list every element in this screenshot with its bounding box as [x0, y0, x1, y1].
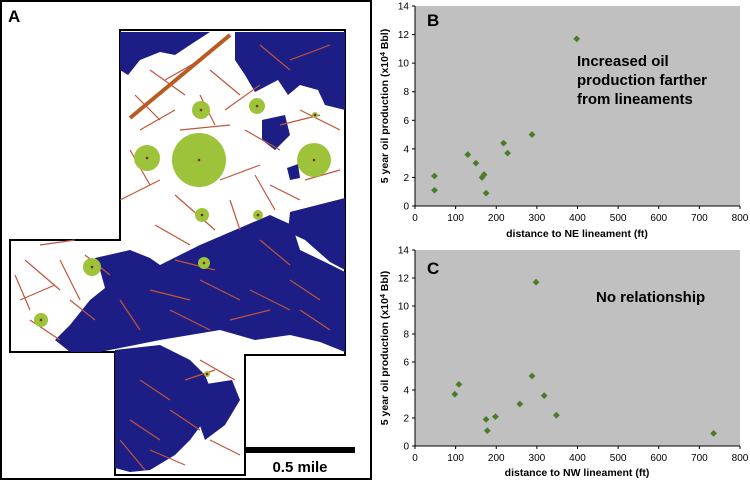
chart-b: 0 2 4 6 8 10 12 14 0 100 200 300 400 500 600 700 800 B …: [377, 0, 750, 244]
x-tick-label: 500: [610, 453, 627, 464]
well-bubbles: [34, 98, 331, 377]
blue-region-south: [115, 345, 215, 472]
well-points: [39, 104, 317, 376]
y-tick-label: 12: [398, 30, 410, 41]
blue-region-southeast: [198, 380, 240, 440]
x-tick-label: 400: [569, 453, 586, 464]
y-tick-label: 6: [403, 116, 409, 127]
chart-c-panel-letter: C: [427, 259, 439, 278]
scale-bar-label: 0.5 mile: [272, 459, 327, 476]
y-tick-label: 10: [398, 59, 410, 70]
chart-b-y-label: 5 year oil production (x104 Bbl): [379, 29, 391, 183]
scale-bar: [245, 447, 355, 453]
map-panel: A: [0, 0, 377, 482]
y-tick-label: 2: [403, 173, 409, 184]
y-tick-label: 14: [398, 2, 410, 13]
chart-b-y-ticks: 0 2 4 6 8 10 12 14: [398, 2, 415, 213]
x-tick-label: 200: [488, 453, 505, 464]
chart-b-panel-letter: B: [427, 11, 439, 30]
chart-b-annotation-line-3: from lineaments: [577, 91, 693, 108]
x-tick-label: 700: [691, 213, 708, 224]
blue-region-east: [288, 198, 345, 270]
ne-lineament: [128, 33, 232, 120]
y-tick-label: 8: [403, 87, 409, 98]
data-point: [710, 430, 717, 437]
chart-b-x-label: distance to NE lineament (ft): [506, 228, 648, 240]
x-tick-label: 400: [569, 213, 586, 224]
data-point: [516, 400, 524, 408]
data-point: [455, 381, 463, 388]
y-tick-label: 6: [403, 358, 409, 369]
map-panel-letter: A: [8, 7, 20, 26]
data-point: [552, 411, 560, 419]
y-tick-label: 12: [398, 274, 410, 285]
x-tick-label: 700: [691, 453, 708, 464]
x-tick-label: 100: [447, 453, 464, 464]
data-point: [482, 416, 490, 423]
chart-b-annotation-line-2: production farther: [577, 72, 707, 89]
data-point: [528, 372, 536, 380]
x-tick-label: 0: [412, 213, 418, 224]
y-tick-label: 2: [403, 414, 409, 425]
x-tick-label: 500: [610, 213, 627, 224]
y-tick-label: 14: [398, 246, 410, 257]
chart-b-x-ticks: 0 100 200 300 400 500 600 700 800: [412, 206, 749, 224]
data-point: [528, 131, 536, 138]
fracture-lineaments: [14, 44, 341, 471]
x-tick-label: 600: [650, 453, 667, 464]
y-tick-label: 4: [403, 144, 409, 155]
x-tick-label: 300: [529, 453, 546, 464]
data-point: [540, 392, 548, 399]
x-tick-label: 0: [412, 453, 418, 464]
chart-c-annotation: No relationship: [596, 289, 705, 306]
data-point: [483, 427, 491, 434]
chart-c-y-ticks: 0 2 4 6 8 10 12 14: [398, 246, 415, 453]
y-tick-label: 0: [403, 202, 409, 213]
data-point: [532, 278, 540, 286]
chart-c: 0 2 4 6 8 10 12 14 0 100 200 300 400 500 600 700 800 C …: [377, 244, 750, 488]
y-tick-label: 10: [398, 302, 410, 313]
x-tick-label: 300: [529, 213, 546, 224]
chart-b-annotation-line-1: Increased oil: [577, 53, 669, 70]
chart-c-plot-area: [415, 250, 740, 446]
blue-region-central: [55, 215, 345, 352]
map-svg: A: [0, 0, 372, 480]
chart-c-x-ticks: 0 100 200 300 400 500 600 700 800: [412, 446, 749, 464]
x-tick-label: 800: [732, 213, 749, 224]
y-tick-label: 8: [403, 330, 409, 341]
y-tick-label: 0: [403, 442, 409, 453]
blue-region-northwest: [120, 32, 210, 75]
x-tick-label: 100: [447, 213, 464, 224]
y-tick-label: 4: [403, 386, 409, 397]
chart-c-y-label: 5 year oil production (x104 Bbl): [379, 271, 391, 425]
x-tick-label: 600: [650, 213, 667, 224]
chart-c-x-label: distance to NW lineament (ft): [505, 467, 650, 479]
data-point: [573, 35, 581, 43]
data-point: [492, 413, 499, 420]
blue-region-north: [235, 32, 345, 110]
blue-patch-small: [287, 164, 300, 180]
x-tick-label: 200: [488, 213, 505, 224]
x-tick-label: 800: [732, 453, 749, 464]
